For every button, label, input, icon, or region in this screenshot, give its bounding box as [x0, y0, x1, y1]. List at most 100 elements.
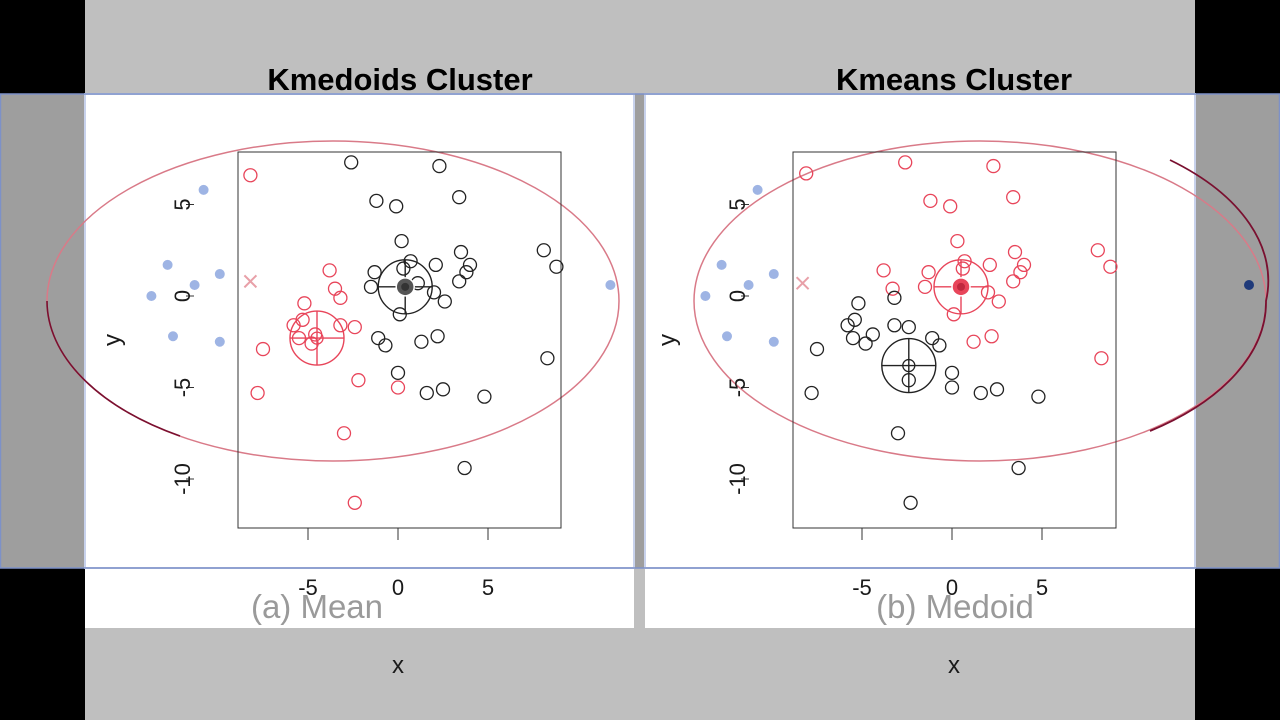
data-point-black: [847, 312, 862, 327]
data-point-red: [1016, 257, 1032, 273]
x-tick-label: -5: [852, 575, 872, 600]
data-point-red: [1090, 243, 1105, 258]
data-point-red: [799, 166, 814, 181]
cluster-center-red: [933, 259, 989, 315]
data-point-red: [347, 495, 362, 510]
data-point-red: [333, 290, 348, 305]
data-point-black: [1031, 389, 1046, 404]
x-tick-label: 5: [482, 575, 494, 600]
y-tick-label: 5: [170, 198, 195, 210]
data-point-black: [932, 338, 947, 353]
data-point-black: [944, 380, 960, 395]
data-point-blue: [743, 280, 754, 291]
data-point-black: [1011, 460, 1026, 476]
data-point-black: [540, 351, 555, 366]
data-point-black: [477, 389, 492, 404]
data-point-black: [430, 329, 445, 344]
y-axis-label-left: y: [99, 334, 126, 346]
x-tick-label: 0: [392, 575, 404, 600]
data-point-red: [991, 294, 1006, 309]
data-point-black: [389, 199, 404, 214]
data-point-red: [921, 265, 936, 280]
data-point-red: [876, 263, 891, 278]
data-point-blue: [768, 336, 779, 347]
x-axis-label-left: x: [392, 652, 404, 679]
data-point-red: [347, 319, 362, 335]
data-point-red: [1006, 190, 1021, 205]
data-point-dark: [1244, 280, 1254, 291]
data-point-black: [549, 259, 564, 274]
data-point-black: [369, 193, 384, 208]
data-point-blue: [214, 336, 225, 347]
data-point-red: [986, 158, 1001, 174]
data-point-red: [322, 263, 337, 278]
data-point-black: [903, 495, 918, 510]
kmeans-chart: -10 -5 0 5 -5 0 5 x y (b) Medoid: [654, 140, 1270, 679]
data-point-black: [367, 265, 382, 280]
y-tick-label: 0: [170, 290, 195, 302]
cluster-center-red: [289, 310, 345, 366]
x-marker: [243, 274, 258, 289]
data-point-blue: [716, 259, 727, 270]
x-axis-left: -5 0 5: [298, 528, 494, 600]
data-point-black: [462, 257, 478, 273]
data-point-black: [887, 290, 902, 305]
x-tick-label: -5: [298, 575, 318, 600]
data-point-red: [917, 279, 933, 295]
data-point-red: [295, 312, 310, 327]
x-axis-label-right: x: [948, 652, 960, 679]
data-point-red: [336, 426, 352, 441]
data-point-red: [984, 329, 999, 344]
y-tick-label: -5: [725, 378, 750, 398]
data-point-red: [250, 385, 265, 401]
chart-title-right: Kmeans Cluster: [836, 62, 1072, 97]
data-point-blue: [168, 331, 178, 342]
y-axis-label-right: y: [654, 334, 681, 346]
data-point-red: [243, 168, 258, 183]
x-marker: [795, 276, 810, 290]
data-point-red: [1006, 274, 1021, 289]
data-point-blue: [189, 280, 200, 291]
data-point-black: [809, 341, 825, 357]
data-point-black: [363, 279, 379, 295]
data-point-black: [804, 385, 819, 401]
data-point-black: [457, 460, 472, 476]
data-point-black: [419, 385, 434, 401]
y-tick-label: -10: [725, 463, 750, 495]
x-axis-right: -5 0 5: [852, 528, 1048, 600]
centers-right: [881, 259, 989, 394]
data-point-black: [536, 243, 551, 258]
plot-frame-left: [237, 151, 562, 529]
data-point-red: [255, 341, 271, 357]
data-point-black: [973, 385, 988, 401]
y-axis-right: -10 -5 0 5: [725, 198, 750, 495]
data-point-black: [452, 190, 467, 205]
data-point-black: [901, 319, 916, 335]
data-point-black: [890, 426, 906, 441]
y-tick-label: -10: [170, 463, 195, 495]
data-point-blue: [214, 269, 225, 280]
data-point-red: [297, 296, 312, 311]
data-point-blue: [752, 184, 763, 195]
right-panel-background: [645, 94, 1195, 628]
data-point-black: [344, 155, 359, 170]
data-point-red: [1094, 351, 1109, 366]
data-point-blue: [722, 331, 732, 342]
data-point-black: [851, 296, 866, 311]
data-point-black: [390, 365, 406, 381]
data-point-red: [885, 281, 900, 296]
y-tick-label: 0: [725, 290, 750, 302]
left-panel-background: [85, 94, 634, 628]
data-point-black: [925, 330, 940, 346]
data-point-black: [452, 274, 467, 289]
kmedoids-chart: -10 -5 0 5 -5 0 5 x y (a) Mean: [46, 140, 620, 679]
data-point-blue: [198, 184, 209, 195]
data-point-black: [394, 233, 409, 249]
data-point-black: [396, 261, 411, 276]
data-point-black: [414, 334, 429, 349]
y-tick-label: 5: [725, 198, 750, 210]
data-point-black: [845, 330, 861, 346]
plot-frame-right: [792, 151, 1117, 529]
ellipse-dark-arc-left: [46, 300, 181, 437]
